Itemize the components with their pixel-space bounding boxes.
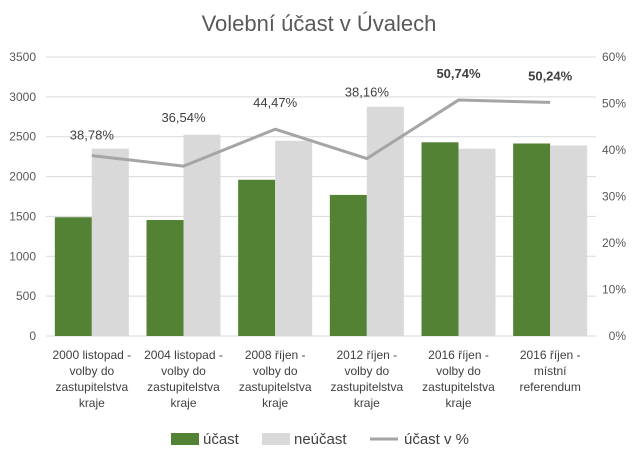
category-label: zastupitelstva [55, 380, 128, 394]
legend-label: účast v % [404, 431, 469, 448]
category-label: 2004 listopad - [144, 348, 223, 362]
legend-swatch [262, 433, 290, 445]
left-tick-label: 3500 [9, 50, 36, 64]
chart-title: Volební účast v Úvalech [202, 11, 437, 36]
category-label: volby do [69, 364, 114, 378]
category-label: kraje [262, 396, 288, 410]
left-tick-label: 2000 [9, 170, 36, 184]
category-label: volby do [253, 364, 298, 378]
turnout-line [91, 98, 551, 168]
category-label: referendum [519, 380, 580, 394]
bar-neucast [458, 148, 496, 336]
bar-neucast [366, 106, 404, 336]
bar-ucast [421, 142, 459, 336]
left-tick-label: 500 [16, 289, 36, 303]
category-label: 2000 listopad - [52, 348, 131, 362]
category-labels: 2000 listopad - volby do zastupitelstva kra… [52, 348, 580, 410]
right-tick-label: 0% [609, 329, 627, 343]
legend: účast neúčast účast v % [171, 431, 469, 448]
bar-ucast [54, 217, 92, 336]
gridlines [46, 56, 596, 337]
data-label: 50,74% [436, 66, 481, 81]
data-label: 38,78% [70, 128, 115, 143]
bar-neucast [550, 145, 588, 336]
left-tick-label: 2500 [9, 130, 36, 144]
bar-ucast [329, 194, 367, 336]
bar-ucast [238, 179, 276, 336]
right-tick-label: 10% [602, 283, 626, 297]
right-tick-label: 30% [602, 190, 626, 204]
data-labels: 38,78% 36,54% 44,47% 38,16% 50,74% 50,24% [70, 66, 573, 143]
bar-ucast [146, 220, 184, 336]
category-label: kraje [445, 396, 471, 410]
category-label: kraje [170, 396, 196, 410]
left-tick-label: 1500 [9, 209, 36, 223]
legend-label: účast [203, 431, 240, 448]
data-label: 36,54% [161, 110, 206, 125]
left-tick-label: 0 [29, 329, 36, 343]
category-label: zastupitelstva [422, 380, 495, 394]
category-label: volby do [344, 364, 389, 378]
left-tick-label: 3000 [9, 90, 36, 104]
bar-neucast [275, 140, 313, 336]
category-label: 2012 říjen - [336, 348, 397, 362]
bars [54, 106, 588, 336]
category-label: volby do [436, 364, 481, 378]
line-ucast-v-procentech [91, 98, 551, 168]
data-label: 44,47% [253, 95, 298, 110]
right-tick-label: 20% [602, 236, 626, 250]
left-axis: 0 500 1000 1500 2000 2500 3000 3500 [9, 50, 36, 343]
category-label: kraje [354, 396, 380, 410]
data-label: 50,24% [528, 68, 573, 83]
category-label: zastupitelstva [330, 380, 403, 394]
left-tick-label: 1000 [9, 249, 36, 263]
bar-ucast [513, 143, 551, 336]
data-label: 38,16% [345, 85, 390, 100]
category-label: zastupitelstva [147, 380, 220, 394]
right-tick-label: 60% [602, 50, 626, 64]
right-tick-label: 50% [602, 97, 626, 111]
category-label: 2016 říjen - [428, 348, 489, 362]
bar-neucast [183, 134, 221, 336]
category-label: kraje [79, 396, 105, 410]
category-label: volby do [161, 364, 206, 378]
right-axis: 0% 10% 20% 30% 40% 50% 60% [602, 50, 626, 343]
category-label: 2008 říjen - [245, 348, 306, 362]
category-label: místní [534, 364, 567, 378]
category-label: 2016 říjen - [520, 348, 581, 362]
category-label: zastupitelstva [239, 380, 312, 394]
right-tick-label: 40% [602, 143, 626, 157]
legend-swatch [171, 433, 199, 445]
legend-label: neúčast [294, 431, 347, 448]
bar-neucast [91, 148, 129, 336]
